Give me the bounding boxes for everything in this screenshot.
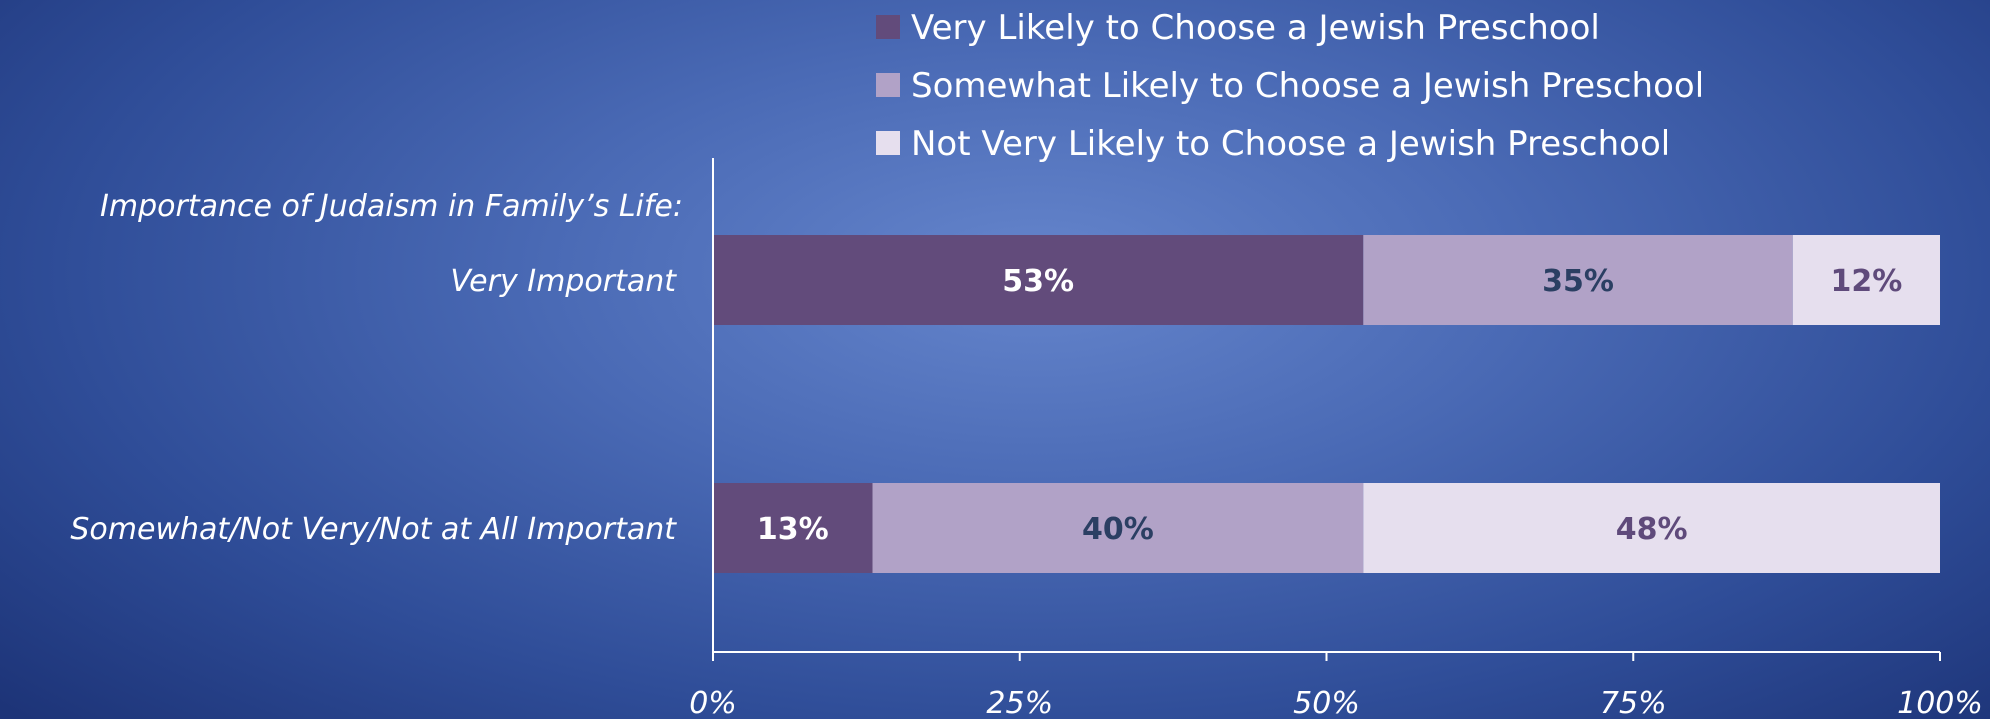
x-tick-label: 75% <box>1600 686 1667 719</box>
legend-label: Somewhat Likely to Choose a Jewish Presc… <box>911 66 1704 106</box>
legend: Very Likely to Choose a Jewish Preschool… <box>876 8 1704 164</box>
category-label: Somewhat/Not Very/Not at All Important <box>70 512 677 547</box>
bar-segment <box>713 483 873 573</box>
data-label: 53% <box>1002 264 1074 299</box>
bar-segment <box>1363 483 1940 573</box>
legend-swatch <box>876 73 900 97</box>
x-tick-label: 0% <box>689 686 737 719</box>
data-label: 12% <box>1830 264 1902 299</box>
bar-segment <box>1363 235 1793 325</box>
x-tick-label: 100% <box>1897 686 1983 719</box>
category-label: Very Important <box>450 264 677 299</box>
data-label: 13% <box>757 512 829 547</box>
bar-segment <box>872 483 1364 573</box>
legend-label: Very Likely to Choose a Jewish Preschool <box>911 8 1600 48</box>
data-label: 35% <box>1542 264 1614 299</box>
x-tick-label: 50% <box>1293 686 1360 719</box>
legend-swatch <box>876 15 900 39</box>
bar-segment <box>713 235 1364 325</box>
legend-label: Not Very Likely to Choose a Jewish Presc… <box>911 124 1670 164</box>
x-tick-label: 25% <box>986 686 1053 719</box>
data-label: 48% <box>1616 512 1688 547</box>
x-axis: 0% 25% 50% 75% 100% <box>689 158 1983 719</box>
bar-segment <box>1792 235 1940 325</box>
data-label: 40% <box>1082 512 1154 547</box>
bars: Very Important 53% 35% 12% Somewhat/Not Very… <box>70 235 1940 573</box>
category-group-label: Importance of Judaism in Family’s Life: <box>100 189 683 224</box>
legend-swatch <box>876 131 900 155</box>
